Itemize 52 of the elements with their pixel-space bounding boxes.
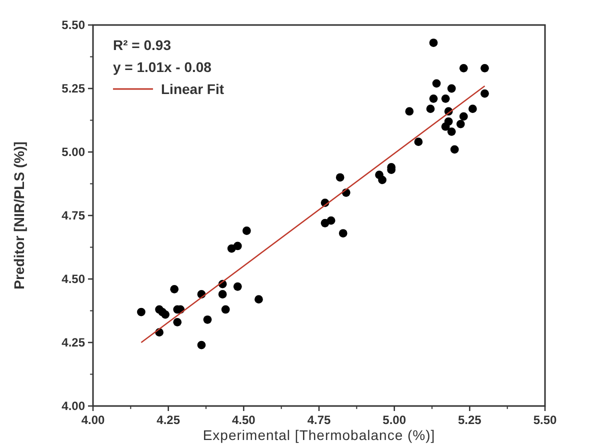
- point: [233, 242, 242, 250]
- point: [429, 94, 438, 103]
- annotation: R² = 0.93: [113, 37, 172, 53]
- x-tick-label: 4.50: [232, 413, 256, 427]
- point: [447, 84, 456, 93]
- y-tick-label: 4.75: [62, 208, 86, 222]
- y-tick-label: 5.00: [62, 145, 86, 159]
- point: [480, 64, 489, 72]
- x-tick-label: 5.00: [382, 413, 406, 427]
- y-tick-label: 4.25: [62, 336, 86, 350]
- point: [432, 79, 441, 88]
- point: [173, 318, 182, 326]
- point: [450, 145, 459, 154]
- x-tick-label: 4.00: [81, 413, 105, 427]
- point: [197, 340, 206, 350]
- point: [170, 284, 179, 294]
- point: [203, 315, 212, 324]
- point: [320, 218, 330, 228]
- x-tick-label: 5.50: [533, 413, 557, 427]
- point: [447, 127, 456, 136]
- point: [218, 290, 227, 298]
- point: [254, 295, 263, 304]
- x-axis-title: Experimental [Thermobalance (%)]: [202, 427, 436, 443]
- point: [137, 308, 146, 316]
- point: [242, 226, 251, 235]
- point: [468, 104, 477, 114]
- point: [441, 122, 450, 131]
- x-tick-label: 4.75: [307, 413, 331, 427]
- point: [459, 64, 468, 72]
- legend-label: Linear Fit: [161, 81, 224, 97]
- point: [441, 94, 450, 103]
- annotation: y = 1.01x - 0.08: [113, 59, 212, 75]
- y-tick-label: 4.00: [62, 399, 86, 413]
- point: [221, 305, 230, 314]
- y-tick-label: 5.25: [62, 82, 86, 96]
- point: [336, 173, 344, 182]
- point: [480, 89, 489, 98]
- y-axis-title: Preditor [NIR/PLS (%)]: [11, 142, 27, 290]
- point: [378, 176, 386, 184]
- point: [405, 107, 414, 116]
- y-tick-label: 5.50: [62, 18, 86, 32]
- x-tick-label: 4.25: [156, 413, 180, 427]
- point: [456, 120, 465, 128]
- point: [233, 282, 242, 291]
- point: [426, 104, 435, 114]
- point: [429, 38, 438, 47]
- point: [338, 229, 348, 238]
- point: [414, 138, 423, 146]
- point: [459, 112, 468, 121]
- point: [161, 310, 170, 319]
- x-tick-label: 5.25: [458, 413, 482, 427]
- y-tick-label: 4.50: [62, 272, 86, 286]
